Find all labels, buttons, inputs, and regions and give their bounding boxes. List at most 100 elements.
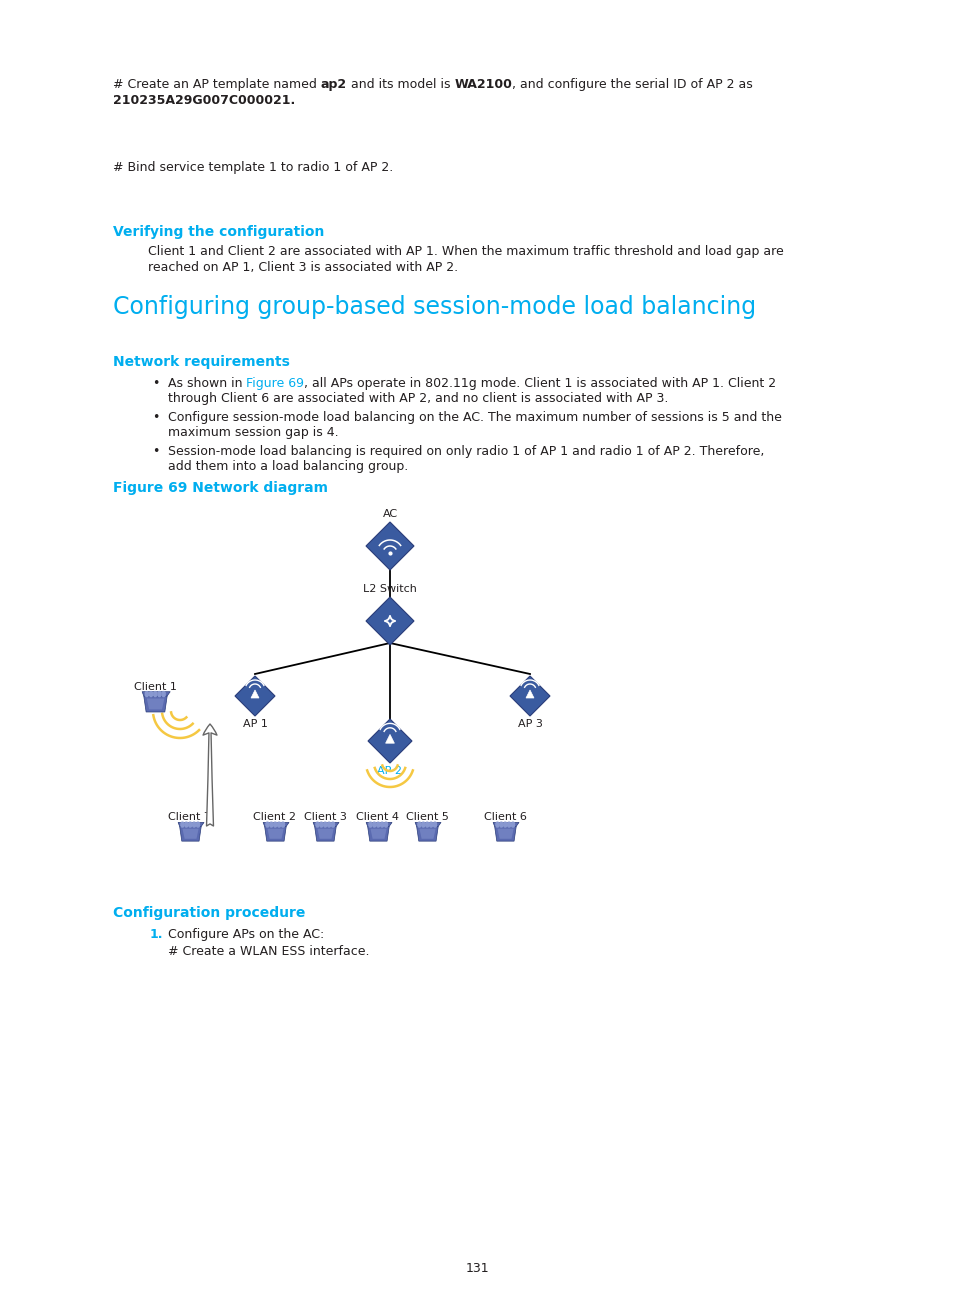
Circle shape <box>274 822 276 826</box>
Text: through Client 6 are associated with AP 2, and no client is associated with AP 3: through Client 6 are associated with AP … <box>168 391 668 404</box>
Polygon shape <box>142 692 170 696</box>
Circle shape <box>150 692 152 695</box>
Polygon shape <box>313 823 338 827</box>
Circle shape <box>270 822 273 826</box>
Circle shape <box>380 824 383 827</box>
Circle shape <box>503 822 506 826</box>
Circle shape <box>319 822 322 826</box>
Circle shape <box>193 822 195 826</box>
Circle shape <box>503 824 506 827</box>
Text: Session-mode load balancing is required on only radio 1 of AP 1 and radio 1 of A: Session-mode load balancing is required … <box>168 445 763 457</box>
Circle shape <box>189 824 192 827</box>
Polygon shape <box>144 696 167 712</box>
Polygon shape <box>366 597 414 645</box>
Text: Figure 69: Figure 69 <box>246 377 304 390</box>
Text: L2 Switch: L2 Switch <box>363 584 416 594</box>
Polygon shape <box>182 828 198 839</box>
Polygon shape <box>251 689 258 699</box>
Circle shape <box>145 692 148 695</box>
Text: # Create an AP template named: # Create an AP template named <box>112 78 320 91</box>
Text: , and configure the serial ID of AP 2 as: , and configure the serial ID of AP 2 as <box>512 78 752 91</box>
Circle shape <box>376 824 379 827</box>
Text: Client 7: Client 7 <box>169 813 212 823</box>
Text: Figure 69 Network diagram: Figure 69 Network diagram <box>112 481 328 495</box>
Text: 131: 131 <box>465 1262 488 1275</box>
Circle shape <box>274 824 276 827</box>
Polygon shape <box>368 719 412 763</box>
Circle shape <box>380 822 383 826</box>
Circle shape <box>429 824 432 827</box>
Text: •: • <box>152 445 159 457</box>
Circle shape <box>319 824 322 827</box>
Circle shape <box>281 824 284 827</box>
Circle shape <box>150 693 152 696</box>
Circle shape <box>369 822 372 826</box>
Circle shape <box>158 693 161 696</box>
Circle shape <box>266 822 269 826</box>
Polygon shape <box>314 827 335 841</box>
Circle shape <box>145 693 148 696</box>
Circle shape <box>181 824 184 827</box>
Circle shape <box>417 824 420 827</box>
Polygon shape <box>416 827 437 841</box>
Circle shape <box>323 822 326 826</box>
Text: •: • <box>152 411 159 424</box>
Polygon shape <box>366 522 414 570</box>
Text: maximum session gap is 4.: maximum session gap is 4. <box>168 426 338 439</box>
Circle shape <box>281 822 284 826</box>
Text: Client 2: Client 2 <box>253 813 296 823</box>
Text: 1.: 1. <box>150 928 163 941</box>
Circle shape <box>196 822 199 826</box>
Circle shape <box>373 824 375 827</box>
Text: AP 2: AP 2 <box>377 766 402 776</box>
Polygon shape <box>497 828 513 839</box>
Polygon shape <box>263 823 289 827</box>
Circle shape <box>153 692 156 695</box>
Text: Verifying the configuration: Verifying the configuration <box>112 226 324 238</box>
Polygon shape <box>366 823 392 827</box>
Text: reached on AP 1, Client 3 is associated with AP 2.: reached on AP 1, Client 3 is associated … <box>148 260 457 273</box>
Text: Client 5: Client 5 <box>405 813 448 823</box>
Circle shape <box>153 693 156 696</box>
Text: Configure session-mode load balancing on the AC. The maximum number of sessions : Configure session-mode load balancing on… <box>168 411 781 424</box>
Circle shape <box>327 822 331 826</box>
Text: # Create a WLAN ESS interface.: # Create a WLAN ESS interface. <box>168 945 369 958</box>
Circle shape <box>193 824 195 827</box>
Circle shape <box>421 824 424 827</box>
Circle shape <box>376 822 379 826</box>
Text: Client 6: Client 6 <box>483 813 526 823</box>
Circle shape <box>511 822 514 826</box>
Text: Client 1: Client 1 <box>133 682 176 692</box>
Circle shape <box>369 824 372 827</box>
Polygon shape <box>267 828 283 839</box>
Text: 210235A29G007C000021.: 210235A29G007C000021. <box>112 95 294 108</box>
Text: Client 1 and Client 2 are associated with AP 1. When the maximum traffic thresho: Client 1 and Client 2 are associated wit… <box>148 245 783 258</box>
Polygon shape <box>419 828 436 839</box>
Text: and its model is: and its model is <box>347 78 454 91</box>
Text: •: • <box>152 377 159 390</box>
Polygon shape <box>178 823 204 827</box>
Circle shape <box>270 824 273 827</box>
Polygon shape <box>234 677 274 715</box>
Circle shape <box>511 824 514 827</box>
Circle shape <box>384 822 387 826</box>
Text: As shown in: As shown in <box>168 377 246 390</box>
Circle shape <box>185 822 188 826</box>
Polygon shape <box>367 827 389 841</box>
Circle shape <box>185 824 188 827</box>
Circle shape <box>315 822 318 826</box>
Circle shape <box>331 824 335 827</box>
Polygon shape <box>415 823 440 827</box>
Circle shape <box>189 822 192 826</box>
Circle shape <box>327 824 331 827</box>
Text: WA2100: WA2100 <box>454 78 512 91</box>
Circle shape <box>162 692 165 695</box>
Circle shape <box>496 822 498 826</box>
Text: # Bind service template 1 to radio 1 of AP 2.: # Bind service template 1 to radio 1 of … <box>112 161 393 174</box>
Circle shape <box>496 824 498 827</box>
Circle shape <box>421 822 424 826</box>
Polygon shape <box>494 827 516 841</box>
Circle shape <box>425 824 428 827</box>
Circle shape <box>158 692 161 695</box>
Circle shape <box>499 824 502 827</box>
